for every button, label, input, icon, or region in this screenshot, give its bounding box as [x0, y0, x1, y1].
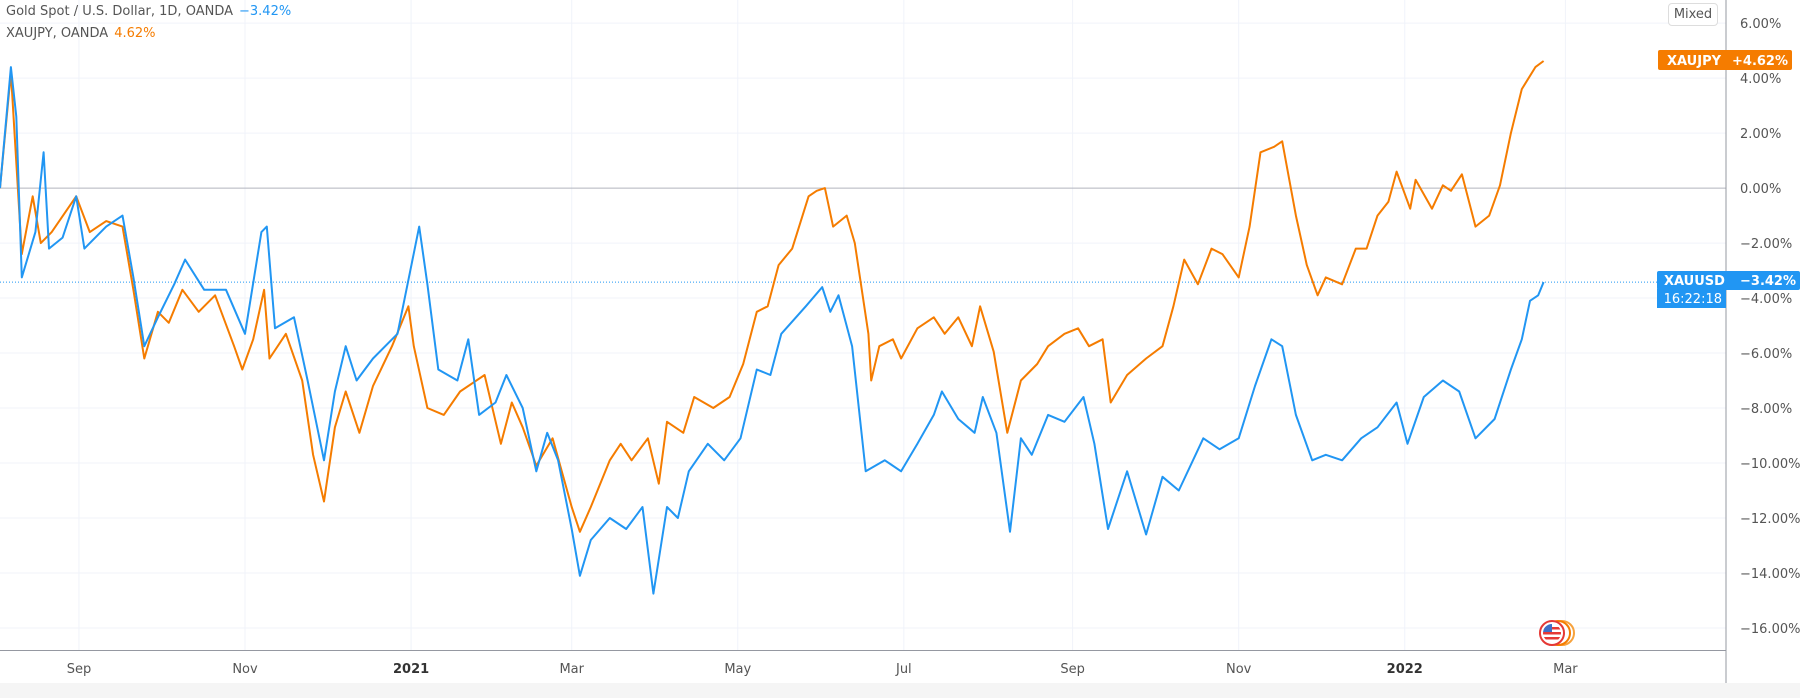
scale-mode-button[interactable]: Mixed [1668, 3, 1718, 26]
legend-change-xauusd: −3.42% [239, 4, 292, 19]
bottom-strip [0, 683, 1800, 698]
y-tick-label: 0.00% [1740, 182, 1781, 197]
x-tick-label: Nov [1226, 662, 1252, 677]
grid [0, 0, 1726, 650]
price-axis[interactable]: 6.00% 4.00% 2.00% 0.00% −2.00% −4.00% −6.00% −8… [1740, 17, 1800, 637]
x-tick-label: Sep [1060, 662, 1085, 677]
y-tick-label: −8.00% [1740, 402, 1792, 417]
y-tick-label: −14.00% [1740, 567, 1800, 582]
legend-change-xaujpy: 4.62% [114, 26, 156, 41]
x-tick-label: Mar [559, 662, 584, 677]
x-tick-label: 2022 [1387, 662, 1423, 677]
y-tick-label: −6.00% [1740, 347, 1792, 362]
legend-title-xaujpy: XAUJPY, OANDA [6, 26, 109, 41]
legend-row-xaujpy[interactable]: XAUJPY, OANDA 4.62% [6, 26, 156, 41]
time-axis[interactable]: Sep Nov 2021 Mar May Jul Sep Nov 2022 Mar [67, 662, 1579, 677]
xaujpy-badge-value: +4.62% [1732, 54, 1788, 69]
x-tick-label: Jul [895, 662, 912, 677]
xaujpy-badge-symbol: XAUJPY [1667, 54, 1722, 69]
x-tick-label: Sep [67, 662, 92, 677]
y-tick-label: −4.00% [1740, 292, 1792, 307]
x-tick-label: May [724, 662, 751, 677]
x-tick-label: Mar [1553, 662, 1578, 677]
xauusd-badge-value: −3.42% [1740, 274, 1796, 289]
series-line-xauusd [0, 66, 1545, 595]
x-tick-label: 2021 [393, 662, 429, 677]
legend-title-xauusd: Gold Spot / U.S. Dollar, 1D, OANDA [6, 4, 233, 19]
xaujpy-price-badge: XAUJPY +4.62% [1658, 50, 1792, 70]
y-tick-label: −10.00% [1740, 457, 1800, 472]
legend-row-xauusd[interactable]: Gold Spot / U.S. Dollar, 1D, OANDA −3.42% [6, 4, 291, 19]
xauusd-price-badge: XAUUSD −3.42% 16:22:18 [1657, 271, 1800, 308]
y-tick-label: 6.00% [1740, 17, 1781, 32]
y-tick-label: 4.00% [1740, 72, 1781, 87]
y-tick-label: 2.00% [1740, 127, 1781, 142]
us-flag-icon[interactable] [1539, 620, 1575, 646]
bar-close-countdown: 16:22:18 [1664, 292, 1722, 307]
series-line-xaujpy [0, 60, 1545, 533]
y-tick-label: −16.00% [1740, 622, 1800, 637]
y-tick-label: −2.00% [1740, 237, 1792, 252]
y-tick-label: −12.00% [1740, 512, 1800, 527]
xauusd-badge-symbol: XAUUSD [1664, 274, 1725, 289]
x-tick-label: Nov [232, 662, 258, 677]
